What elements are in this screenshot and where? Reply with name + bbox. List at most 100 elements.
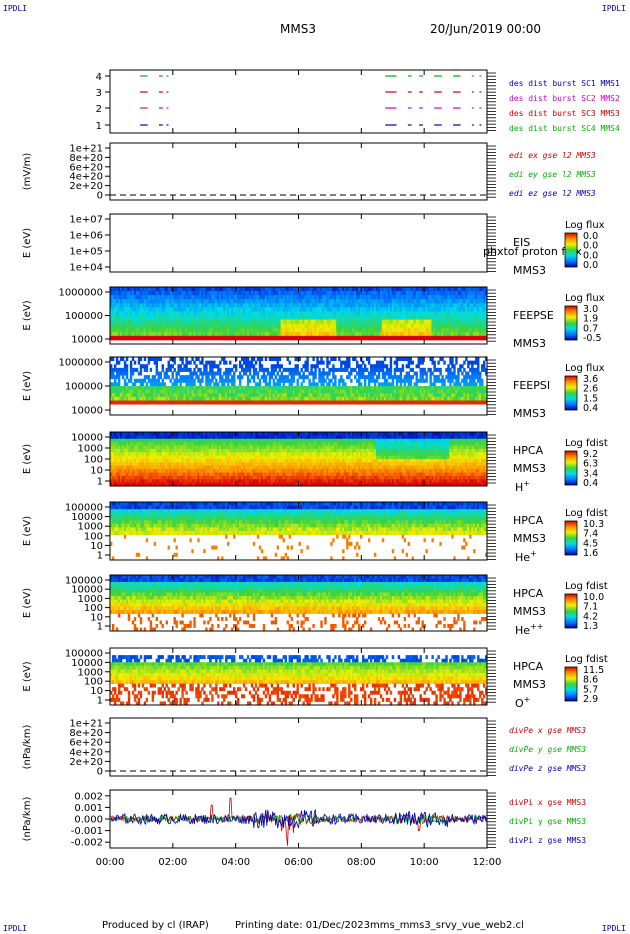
- edi-ytick-label: 8e+20: [69, 153, 103, 164]
- edi-ytick-label: 6e+20: [69, 162, 103, 173]
- burst-legend-entry: des dist burst SC2 MMS2: [509, 94, 620, 103]
- eis-ylabel: E (eV): [22, 228, 33, 258]
- feepse-spectrogram: [110, 287, 488, 341]
- eis-ytick-label: 1e+04: [69, 263, 103, 274]
- hpca_he-colorbar-tick-label: 4.5: [583, 538, 598, 549]
- eis-ytick-label: 1e+07: [69, 215, 103, 226]
- divpi-ytick-label: -0.001: [71, 826, 103, 837]
- hpca_h-ytick-label: 10: [90, 466, 103, 477]
- burst-ytick-label: 1: [96, 121, 102, 132]
- hpca_he-ytick-label: 10000: [71, 512, 103, 523]
- burst-ytick-label: 3: [96, 88, 102, 99]
- edi-ytick-label: 1e+21: [69, 144, 103, 155]
- hpca_he-colorbar-tick-label: 7.4: [583, 529, 598, 540]
- feepse-colorbar: [564, 305, 578, 341]
- feepse-colorbar-title: Log flux: [565, 293, 605, 304]
- eis-colorbar-tick-label: 0.0: [583, 241, 598, 252]
- divpe-ytick-label: 2e+20: [69, 757, 103, 768]
- feepsi-instrument-name: FEEPSI: [513, 379, 550, 392]
- hpca_o-ytick-label: 1000: [78, 667, 103, 678]
- edi-legend-entry: edi ex gse l2 MMS3: [509, 151, 596, 160]
- edi-ylabel: (mV/m): [22, 153, 33, 191]
- hpca_hepp-ytick-label: 100: [84, 603, 103, 614]
- hpca_o-colorbar: [564, 666, 578, 702]
- hpca_he-instrument-name: HPCA: [513, 514, 544, 527]
- hpca_hepp-ytick-label: 100000: [65, 576, 103, 587]
- hpca_o-colorbar-tick-label: 2.9: [583, 694, 598, 705]
- divpe-ytick-label: 1e+21: [69, 719, 103, 730]
- feepse-colorbar-tick-label: 1.9: [583, 314, 598, 325]
- edi-ytick-label: 0: [97, 191, 103, 202]
- footer-script: mms_mms3_srvy_vue_web2.cl: [370, 920, 524, 931]
- hpca_h-colorbar: [564, 450, 578, 486]
- divpe-ytick-label: 4e+20: [69, 747, 103, 758]
- edi-legend-entry: edi ey gse l2 MMS3: [509, 170, 596, 179]
- hpca_h-ylabel: E (eV): [22, 444, 33, 474]
- burst-frame: [109, 69, 488, 134]
- feepsi-colorbar-title: Log flux: [565, 363, 605, 374]
- feepsi-ytick-label: 100000: [65, 382, 103, 393]
- divpe-legend-entry: divPe z gse MMS3: [509, 764, 586, 773]
- hpca_he-colorbar-tick-label: 1.6: [583, 548, 598, 559]
- hpca_he-spacecraft: MMS3: [513, 532, 546, 545]
- burst-legend-entry: des dist burst SC3 MMS3: [509, 109, 620, 118]
- divpi-ytick-label: 0.001: [74, 803, 103, 814]
- eis-colorbar: [564, 232, 578, 268]
- hpca_h-instrument-name: HPCA: [513, 444, 544, 457]
- divpe-ytick-label: 8e+20: [69, 728, 103, 739]
- hpca_o-ytick-label: 100: [84, 677, 103, 688]
- hpca_hepp-ytick-label: 1: [97, 622, 103, 633]
- xaxis-tick-label: 04:00: [221, 857, 250, 868]
- hpca_h-species-charge: +: [523, 479, 530, 488]
- hpca_hepp-species-charge: ++: [530, 622, 543, 631]
- feepse-spacecraft: MMS3: [513, 337, 546, 350]
- hpca_hepp-colorbar-tick-label: 10.0: [583, 592, 604, 603]
- hpca_h-colorbar-tick-label: 3.4: [583, 468, 598, 479]
- hpca_o-ylabel: E (eV): [22, 661, 33, 691]
- hpca_hepp-colorbar-title: Log fdist: [565, 581, 608, 592]
- hpca_o-spacecraft: MMS3: [513, 678, 546, 691]
- feepse-ylabel: E (eV): [22, 300, 33, 330]
- divpi-series-y: [109, 812, 488, 826]
- feepse-ytick-label: 10000: [71, 335, 103, 346]
- hpca_hepp-spectrogram: [110, 575, 488, 632]
- hpca_he-ytick-label: 1: [97, 551, 103, 562]
- xaxis-tick-label: 06:00: [284, 857, 313, 868]
- divpi-legend-entry: divPi y gse MMS3: [509, 817, 586, 826]
- header-datetime: 20/Jun/2019 00:00: [430, 22, 542, 36]
- hpca_o-spectrogram: [110, 655, 488, 706]
- eis-instrument-name: EIS: [513, 236, 530, 249]
- hpca_o-colorbar-tick-label: 11.5: [583, 665, 604, 676]
- hpca_h-spacecraft: MMS3: [513, 462, 546, 475]
- divpe-legend-entry: divPe x gse MMS3: [509, 726, 586, 735]
- hpca_hepp-ytick-label: 10000: [71, 585, 103, 596]
- corner-label-bottom-left: IPDLI: [3, 924, 28, 933]
- feepsi-colorbar-tick-label: 0.4: [583, 403, 598, 414]
- xaxis-tick-label: 08:00: [347, 857, 376, 868]
- hpca_he-ytick-label: 100000: [65, 503, 103, 514]
- hpca_he-ytick-label: 1000: [78, 522, 103, 533]
- hpca_h-spectrogram: [110, 432, 488, 487]
- hpca_h-ytick-label: 1: [97, 477, 103, 488]
- hpca_o-ytick-label: 1: [97, 696, 103, 707]
- hpca_o-species-charge: +: [524, 695, 531, 704]
- divpi-ytick-label: 0.000: [74, 815, 103, 826]
- divpi-legend-entry: divPi z gse MMS3: [509, 836, 586, 845]
- edi-legend-entry: edi ez gse l2 MMS3: [509, 189, 596, 198]
- hpca_he-colorbar-title: Log fdist: [565, 508, 608, 519]
- xaxis-tick-label: 12:00: [473, 857, 502, 868]
- hpca_o-ytick-label: 100000: [65, 649, 103, 660]
- eis-spacecraft: MMS3: [513, 264, 546, 277]
- hpca_he-ytick-label: 10: [90, 541, 103, 552]
- divpe-ytick-label: 0: [97, 767, 103, 778]
- burst-ytick-label: 4: [96, 72, 102, 83]
- divpe-ylabel: (nPa/km): [22, 725, 33, 770]
- feepse-ytick-label: 100000: [65, 311, 103, 322]
- eis-ytick-label: 1e+06: [69, 231, 103, 242]
- feepsi-spectrogram: [110, 357, 488, 405]
- hpca_h-ytick-label: 100: [84, 455, 103, 466]
- hpca_h-ytick-label: 10000: [71, 433, 103, 444]
- hpca_hepp-species: He++: [515, 622, 543, 637]
- corner-label-top-right: IPDLI: [601, 4, 626, 13]
- feepsi-colorbar-tick-label: 3.6: [583, 374, 598, 385]
